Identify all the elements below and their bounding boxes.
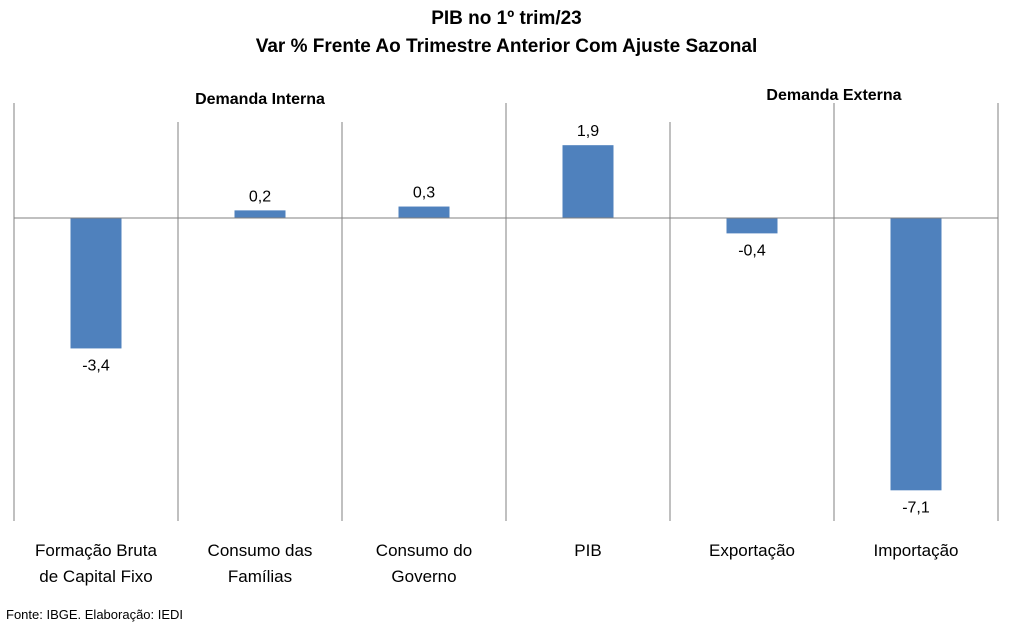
group-label: Demanda Externa (766, 87, 901, 104)
data-label: -3,4 (82, 357, 110, 374)
bar (70, 218, 122, 349)
x-tick-label: Consumo das (208, 541, 313, 560)
data-label: 0,3 (413, 185, 435, 202)
data-label: -7,1 (902, 499, 930, 516)
x-tick-label: Governo (391, 567, 456, 586)
chart-title: PIB no 1º trim/23 (431, 8, 582, 29)
x-tick-label: PIB (574, 541, 601, 560)
source-note: Fonte: IBGE. Elaboração: IEDI (6, 607, 184, 622)
data-label: 0,2 (249, 188, 271, 205)
x-tick-label: Formação Bruta (35, 541, 157, 560)
data-label: 1,9 (577, 123, 599, 140)
group-label: Demanda Interna (195, 91, 325, 108)
bar (726, 218, 778, 234)
x-tick-label: Exportação (709, 541, 795, 560)
bar (398, 206, 450, 219)
x-tick-label: de Capital Fixo (39, 567, 152, 586)
bar (890, 218, 942, 491)
chart-subtitle: Var % Frente Ao Trimestre Anterior Com A… (255, 36, 758, 57)
x-tick-label: Importação (873, 541, 958, 560)
bar (562, 145, 614, 219)
x-tick-label: Consumo do (376, 541, 472, 560)
bar (234, 210, 286, 219)
x-tick-label: Famílias (228, 567, 292, 586)
data-label: -0,4 (738, 242, 766, 259)
